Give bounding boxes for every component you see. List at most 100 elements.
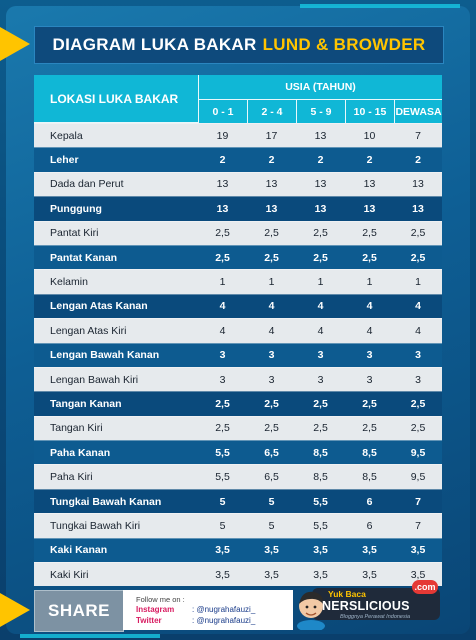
percentage-cell: 2,5: [394, 244, 443, 270]
twitter-handle[interactable]: : @nugrahafauzi_: [192, 616, 256, 625]
brand-name: NERSLICIOUS: [322, 599, 410, 613]
brand-suffix-badge: .com: [412, 580, 438, 594]
instagram-handle[interactable]: : @nugrahafauzi_: [192, 605, 256, 614]
location-header: LOKASI LUKA BAKAR: [34, 75, 198, 123]
percentage-cell: 2: [198, 147, 247, 172]
decor-stripe: [20, 634, 160, 638]
percentage-cell: 8,5: [296, 440, 345, 465]
percentage-cell: 3: [198, 342, 247, 367]
percentage-cell: 2,5: [296, 415, 345, 441]
percentage-cell: 3: [394, 342, 443, 367]
percentage-cell: 1: [394, 269, 443, 294]
percentage-cell: 8,5: [345, 464, 394, 489]
percentage-cell: 5: [198, 488, 247, 514]
percentage-cell: 2,5: [345, 220, 394, 245]
percentage-cell: 5,5: [198, 440, 247, 465]
percentage-cell: 3: [198, 366, 247, 392]
row-location-label: Dada dan Perut: [34, 171, 198, 197]
percentage-cell: 3,5: [198, 562, 247, 587]
row-location-label: Kaki Kanan: [34, 537, 198, 563]
percentage-cell: 13: [296, 171, 345, 197]
percentage-cell: 6: [345, 513, 394, 538]
row-location-label: Paha Kanan: [34, 440, 198, 465]
row-location-label: Leher: [34, 147, 198, 172]
table-row: Punggung 13 13 13 13 13: [34, 196, 443, 221]
table-row: Lengan Atas Kanan 4 4 4 4 4: [34, 293, 443, 319]
percentage-cell: 4: [198, 318, 247, 343]
table-row: Paha Kanan 5,5 6,5 8,5 8,5 9,5: [34, 440, 443, 465]
percentage-cell: 3: [394, 366, 443, 392]
percentage-cell: 13: [345, 171, 394, 197]
table-row: Tangan Kiri 2,5 2,5 2,5 2,5 2,5: [34, 415, 443, 441]
mascot-icon: [297, 591, 325, 630]
percentage-cell: 8,5: [345, 440, 394, 465]
table-row: Dada dan Perut 13 13 13 13 13: [34, 171, 443, 197]
percentage-cell: 2,5: [345, 391, 394, 416]
percentage-cell: 4: [247, 318, 296, 343]
percentage-cell: 17: [247, 123, 296, 148]
percentage-cell: 2: [345, 147, 394, 172]
percentage-cell: 2: [247, 147, 296, 172]
row-location-label: Kelamin: [34, 269, 198, 294]
age-group-header: 5 - 9: [296, 100, 345, 123]
row-location-label: Lengan Bawah Kiri: [34, 366, 198, 392]
percentage-cell: 7: [394, 488, 443, 514]
percentage-cell: 2,5: [394, 220, 443, 245]
percentage-cell: 2,5: [394, 391, 443, 416]
percentage-cell: 1: [247, 269, 296, 294]
brand-tagline: Bloggnya Perawat Indonesia: [340, 614, 411, 620]
percentage-cell: 6,5: [247, 464, 296, 489]
instagram-label: Instagram: [136, 605, 175, 614]
percentage-cell: 2,5: [247, 415, 296, 441]
row-location-label: Lengan Bawah Kanan: [34, 342, 198, 367]
table-row: Kaki Kiri 3,5 3,5 3,5 3,5 3,5: [34, 562, 443, 587]
percentage-cell: 13: [198, 196, 247, 221]
percentage-cell: 13: [247, 171, 296, 197]
percentage-cell: 2,5: [198, 415, 247, 441]
percentage-cell: 2,5: [296, 244, 345, 270]
percentage-cell: 2,5: [394, 415, 443, 441]
table-row: Tungkai Bawah Kanan 5 5 5,5 6 7: [34, 488, 443, 514]
social-links: Follow me on : Instagram: @nugrahafauzi_…: [123, 590, 293, 630]
age-group-header: 10 - 15: [345, 100, 394, 123]
percentage-cell: 2,5: [198, 391, 247, 416]
row-location-label: Tungkai Bawah Kiri: [34, 513, 198, 538]
table-row: Pantat Kanan 2,5 2,5 2,5 2,5 2,5: [34, 244, 443, 270]
percentage-cell: 4: [394, 293, 443, 319]
row-location-label: Tangan Kiri: [34, 415, 198, 441]
table-row: Kelamin 1 1 1 1 1: [34, 269, 443, 294]
percentage-cell: 10: [345, 123, 394, 148]
percentage-cell: 9,5: [394, 464, 443, 489]
percentage-cell: 6: [345, 488, 394, 514]
percentage-cell: 3,5: [394, 537, 443, 563]
age-header: USIA (TAHUN): [198, 75, 443, 100]
footer-triangle-marker: [0, 593, 30, 627]
table-row: Lengan Atas Kiri 4 4 4 4 4: [34, 318, 443, 343]
row-location-label: Punggung: [34, 196, 198, 221]
percentage-cell: 5,5: [296, 488, 345, 514]
percentage-cell: 4: [345, 318, 394, 343]
percentage-cell: 2,5: [247, 220, 296, 245]
percentage-cell: 2: [296, 147, 345, 172]
percentage-cell: 4: [296, 293, 345, 319]
percentage-cell: 2,5: [296, 220, 345, 245]
row-location-label: Kaki Kiri: [34, 562, 198, 587]
percentage-cell: 2,5: [345, 244, 394, 270]
row-location-label: Pantat Kiri: [34, 220, 198, 245]
percentage-cell: 2,5: [345, 415, 394, 441]
percentage-cell: 8,5: [296, 464, 345, 489]
percentage-cell: 1: [198, 269, 247, 294]
table-row: Kaki Kanan 3,5 3,5 3,5 3,5 3,5: [34, 537, 443, 563]
age-group-header: 0 - 1: [198, 100, 247, 123]
page-title: DIAGRAM LUKA BAKAR LUND & BROWDER: [34, 26, 444, 64]
title-main: DIAGRAM LUKA BAKAR: [52, 35, 257, 54]
percentage-cell: 2,5: [296, 391, 345, 416]
percentage-cell: 1: [345, 269, 394, 294]
percentage-cell: 13: [394, 196, 443, 221]
percentage-cell: 3: [296, 366, 345, 392]
percentage-cell: 7: [394, 513, 443, 538]
nerslicious-logo[interactable]: Yuk Baca NERSLICIOUS Bloggnya Perawat In…: [294, 580, 444, 632]
percentage-cell: 3,5: [247, 562, 296, 587]
share-button[interactable]: SHARE: [34, 590, 124, 632]
